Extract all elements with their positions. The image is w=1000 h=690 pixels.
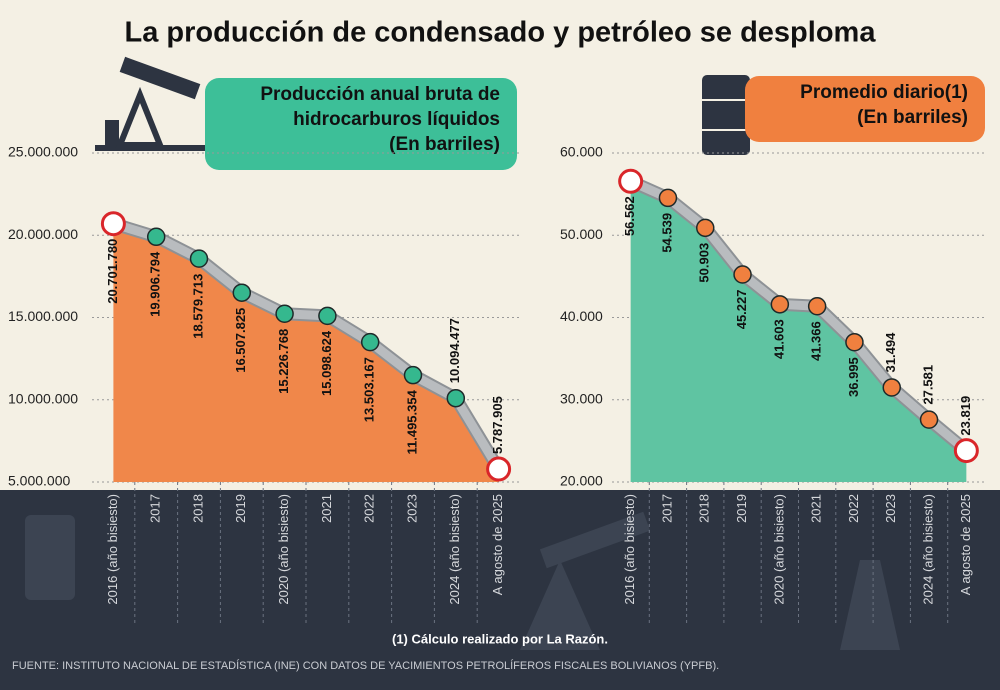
- title: La producción de condensado y petróleo s…: [125, 17, 877, 49]
- area: [630, 181, 967, 482]
- y-tick-label: 40.000: [560, 308, 603, 324]
- data-label: 50.903: [697, 243, 712, 283]
- marker: [733, 265, 752, 284]
- chart-subtitle: Promedio diario(1): [800, 82, 968, 103]
- data-label: 54.539: [659, 213, 674, 253]
- marker: [618, 168, 644, 194]
- x-tick-label: 2016 (año bisiesto): [105, 494, 120, 605]
- data-label: 18.579.713: [190, 274, 205, 339]
- marker: [696, 218, 715, 238]
- y-tick-label: 60.000: [560, 144, 603, 160]
- data-label: 5.787.905: [490, 396, 505, 454]
- marker: [403, 365, 423, 385]
- marker: [919, 410, 939, 429]
- decor: [25, 511, 900, 650]
- area: [113, 223, 499, 482]
- x-tick-label: 2018: [697, 494, 712, 523]
- x-tick-label: 2020 (año bisiesto): [771, 494, 786, 605]
- marker: [807, 297, 827, 316]
- data-label: 19.906.794: [148, 251, 163, 317]
- y-tick-label: 5.000.000: [8, 473, 70, 489]
- y-tick-label: 15.000.000: [8, 308, 78, 324]
- data-label: 41.366: [809, 321, 824, 361]
- chart-subtitle: (En barriles): [857, 107, 968, 128]
- x-tick-label: 2020 (año bisiesto): [276, 494, 291, 605]
- data-label: 16.507.825: [233, 308, 248, 373]
- y-tick-label: 20.000: [560, 473, 603, 489]
- x-tick-label: 2022: [846, 494, 861, 523]
- marker: [275, 304, 294, 324]
- x-tick-label: 2016 (año bisiesto): [622, 494, 637, 605]
- header-box: [205, 78, 517, 170]
- x-tick-label: 2024 (año bisiesto): [447, 494, 462, 605]
- pipe-line: [626, 176, 971, 456]
- marker: [146, 227, 166, 247]
- footnote: (1) Cálculo realizado por La Razón.: [392, 631, 608, 646]
- x-tick-label: 2022: [362, 494, 377, 523]
- x-tick-label: A agosto de 2025: [490, 494, 505, 595]
- x-tick-label: 2023: [404, 494, 419, 523]
- data-label: 27.581: [920, 365, 935, 405]
- chart-subtitle: (En barriles): [389, 134, 500, 155]
- y-tick-label: 30.000: [560, 390, 603, 406]
- chart-subtitle: Producción anual bruta de: [260, 84, 500, 105]
- x-tick-label: 2021: [319, 494, 334, 523]
- data-label: 11.495.354: [404, 389, 419, 454]
- data-label: 56.562: [622, 196, 637, 236]
- y-tick-label: 50.000: [560, 226, 603, 242]
- y-tick-label: 25.000.000: [8, 144, 78, 160]
- x-tick-label: 2019: [233, 494, 248, 523]
- marker: [446, 388, 466, 408]
- x-tick-label: 2017: [148, 494, 163, 523]
- x-tick-label: 2024 (año bisiesto): [920, 494, 935, 605]
- data-label: 13.503.167: [362, 357, 377, 422]
- chart-subtitle: hidrocarburos líquidos: [293, 109, 500, 130]
- marker: [658, 188, 678, 208]
- marker: [953, 438, 979, 464]
- header-box: [745, 76, 985, 142]
- data-label: 45.227: [734, 290, 749, 330]
- data-label: 31.494: [883, 332, 898, 373]
- marker: [486, 456, 512, 482]
- marker: [100, 211, 126, 237]
- x-tick-label: 2019: [734, 494, 749, 523]
- source: FUENTE: INSTITUTO NACIONAL DE ESTADÍSTIC…: [12, 659, 719, 672]
- marker: [189, 249, 209, 268]
- y-tick-label: 10.000.000: [8, 390, 78, 406]
- data-label: 36.995: [846, 357, 861, 397]
- data-label: 20.701.780: [105, 239, 120, 304]
- marker: [845, 332, 864, 352]
- marker: [770, 295, 790, 314]
- data-label: 15.226.768: [276, 329, 291, 394]
- barrel-icon: [702, 75, 750, 155]
- pump-icon: [95, 56, 215, 151]
- data-label: 10.094.477: [447, 318, 462, 383]
- x-tick-label: 2017: [659, 494, 674, 523]
- marker: [318, 306, 337, 326]
- pipe-line: [108, 219, 504, 474]
- x-tick-label: 2018: [190, 494, 205, 523]
- marker: [882, 378, 901, 397]
- y-tick-label: 20.000.000: [8, 226, 78, 242]
- data-label: 15.098.624: [319, 330, 334, 396]
- x-tick-label: 2023: [883, 494, 898, 523]
- data-label: 23.819: [958, 396, 973, 436]
- bottom-band: [0, 490, 1000, 690]
- x-tick-label: A agosto de 2025: [958, 494, 973, 595]
- x-tick-label: 2021: [809, 494, 824, 523]
- data-label: 41.603: [771, 319, 786, 359]
- marker: [232, 283, 252, 302]
- marker: [360, 332, 380, 352]
